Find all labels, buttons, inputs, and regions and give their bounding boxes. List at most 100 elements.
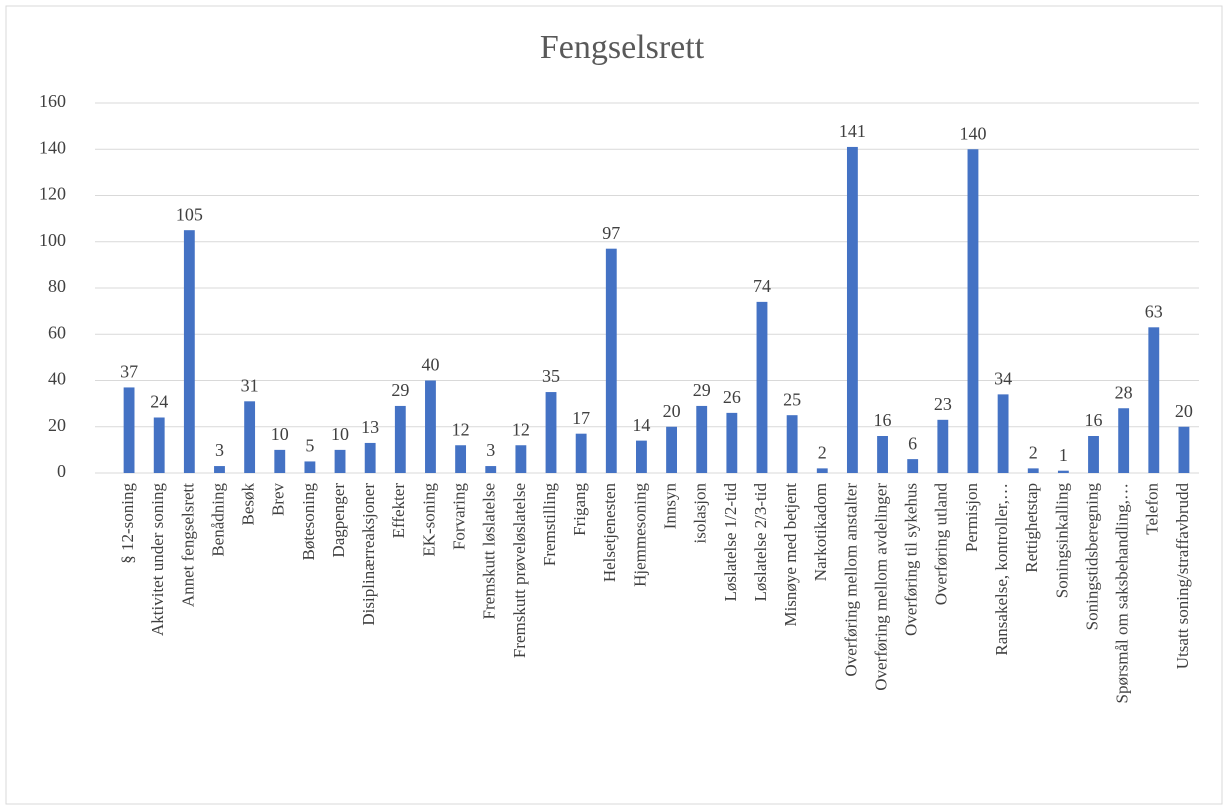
bar <box>334 449 346 473</box>
bar <box>816 468 828 473</box>
chart-title: Fengselsrett <box>540 29 705 66</box>
data-label: 23 <box>934 394 952 414</box>
bar <box>575 433 587 473</box>
data-label: 1 <box>1059 445 1068 465</box>
bar <box>274 449 286 473</box>
x-tick-label: Misnøye med betjent <box>781 483 800 627</box>
bar <box>1118 408 1130 473</box>
bar <box>183 230 195 473</box>
data-label: 10 <box>331 424 349 444</box>
x-tick-label: Frigang <box>570 483 589 536</box>
data-label: 3 <box>486 440 495 460</box>
x-tick-label: Bøtesoning <box>299 483 318 561</box>
bar <box>846 146 858 473</box>
x-tick-label: Løslatelse 2/3-tid <box>751 483 770 602</box>
data-label: 25 <box>783 389 801 409</box>
y-tick-label: 160 <box>39 91 66 111</box>
bar <box>1178 426 1190 473</box>
y-tick-label: 120 <box>39 184 66 204</box>
x-tick-label: Fremstilling <box>540 483 559 567</box>
data-label: 24 <box>150 392 168 412</box>
x-tick-label: Annet fengselsrett <box>178 483 197 607</box>
bar <box>636 440 647 473</box>
x-tick-label: Dagpenger <box>329 483 348 558</box>
data-label: 141 <box>839 121 866 141</box>
x-tick-label: Narkotikadom <box>811 483 830 581</box>
data-label: 20 <box>663 401 681 421</box>
data-label: 14 <box>632 415 650 435</box>
bar <box>153 417 165 473</box>
y-tick-label: 140 <box>39 137 66 157</box>
data-label: 20 <box>1175 401 1193 421</box>
x-tick-label: Helsetjenesten <box>600 483 619 583</box>
bar <box>1057 470 1069 473</box>
bar <box>123 387 135 473</box>
data-label: 2 <box>1029 443 1038 463</box>
bar <box>364 442 376 473</box>
bar <box>455 445 467 473</box>
bar <box>214 466 225 473</box>
data-label: 16 <box>1085 410 1103 430</box>
x-tick-label: Benådning <box>208 483 227 557</box>
y-tick-label: 40 <box>48 369 66 389</box>
bar <box>726 412 738 473</box>
x-tick-label: Effekter <box>389 483 408 539</box>
data-label: 40 <box>421 355 439 375</box>
data-label: 12 <box>512 419 530 439</box>
bar <box>1088 436 1099 473</box>
bar <box>425 380 436 473</box>
bar <box>696 405 708 473</box>
data-label: 63 <box>1145 301 1163 321</box>
data-label: 2 <box>818 443 827 463</box>
x-tick-label: Fremskutt løslatelse <box>480 483 499 619</box>
x-tick-label: Løslatelse 1/2-tid <box>721 483 740 602</box>
x-tick-label: Innsyn <box>660 483 679 530</box>
bar <box>907 459 919 473</box>
x-tick-label: Hjemmesoning <box>630 483 649 587</box>
data-label: 34 <box>994 369 1012 389</box>
bar <box>394 405 406 473</box>
data-label: 28 <box>1115 382 1133 402</box>
x-tick-label: Overføring mellom avdelinger <box>871 483 890 691</box>
data-label: 10 <box>271 424 289 444</box>
bar <box>1148 327 1160 473</box>
x-tick-label: § 12-soning <box>118 483 137 564</box>
data-label: 140 <box>959 123 986 143</box>
data-label: 17 <box>572 408 590 428</box>
x-tick-label: Telefon <box>1143 483 1162 535</box>
data-label: 5 <box>305 436 314 456</box>
bar <box>304 461 316 473</box>
y-tick-label: 20 <box>48 415 66 435</box>
x-tick-label: Overføring til sykehus <box>902 483 921 636</box>
bar <box>1027 468 1039 473</box>
bar <box>997 394 1009 473</box>
y-tick-label: 60 <box>48 322 66 342</box>
bar <box>877 436 888 473</box>
x-tick-label: Aktivitet under soning <box>148 483 167 636</box>
bar <box>515 445 527 473</box>
data-label: 31 <box>241 375 259 395</box>
data-label: 6 <box>908 433 917 453</box>
x-tick-label: Soningstidsberegning <box>1082 483 1101 631</box>
data-label: 16 <box>874 410 892 430</box>
data-label: 29 <box>391 380 409 400</box>
data-label: 37 <box>120 362 138 382</box>
x-tick-label: Rettighetstap <box>1022 483 1041 573</box>
x-tick-label: Fremskutt prøveløslatelse <box>510 483 529 658</box>
bar <box>545 392 557 473</box>
data-label: 35 <box>542 366 560 386</box>
x-tick-label: Besøk <box>239 483 258 526</box>
x-tick-label: Permisjon <box>962 483 981 552</box>
x-tick-label: Forvaring <box>450 483 469 551</box>
data-label: 12 <box>452 419 470 439</box>
bar <box>937 419 949 473</box>
data-label: 105 <box>176 204 203 224</box>
x-tick-label: Soningsinkalling <box>1052 483 1071 599</box>
x-tick-label: Brev <box>269 483 288 517</box>
data-label: 97 <box>602 223 620 243</box>
data-label: 29 <box>693 380 711 400</box>
bar <box>967 149 979 473</box>
x-tick-label: EK-soning <box>419 483 438 557</box>
x-tick-label: Ransakelse, kontroller,… <box>992 483 1011 656</box>
